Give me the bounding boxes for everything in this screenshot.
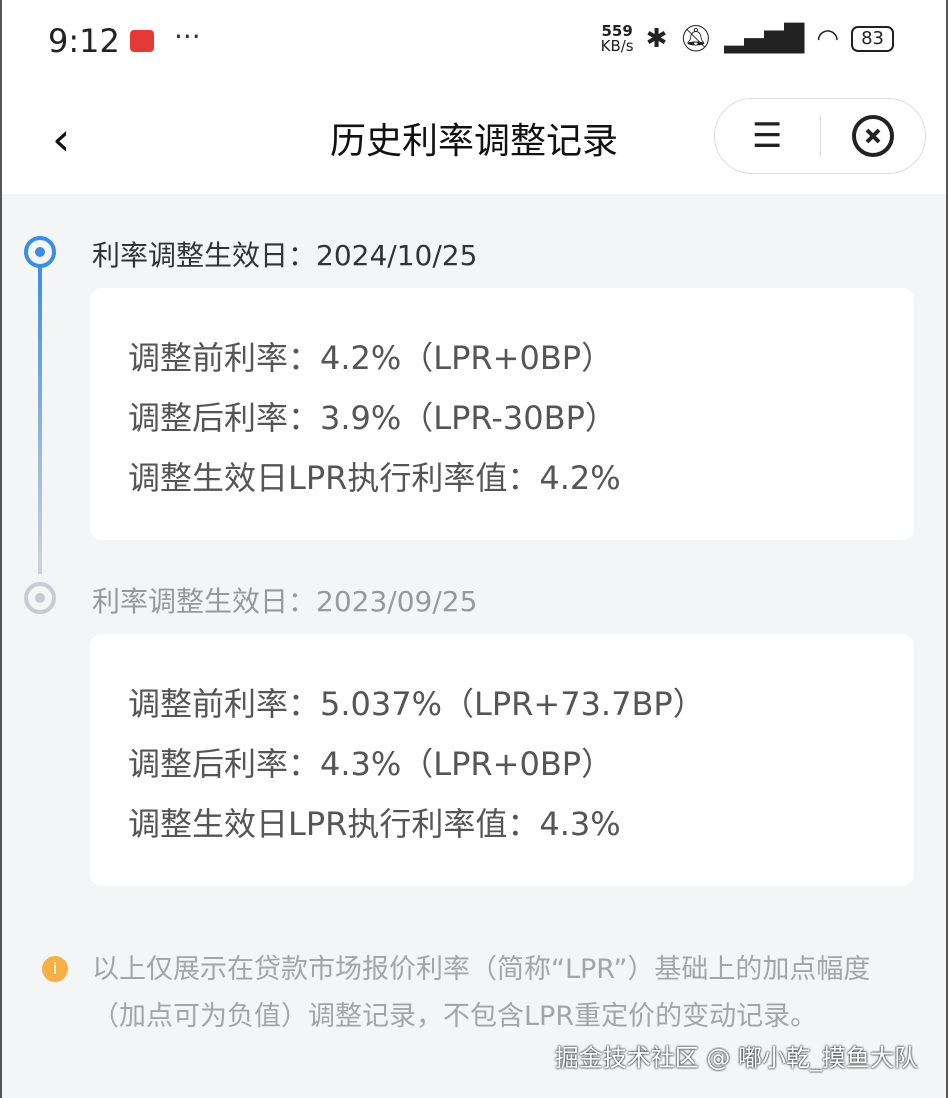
watermark: 掘金技术社区 @ 嘟小乾_摸鱼大队: [554, 1044, 918, 1072]
disclaimer-text: 以上仅展示在贷款市场报价利率（简称“LPR”）基础上的加点幅度（加点可为负值）调…: [92, 954, 871, 1032]
rate-before: 调整前利率：5.037%（LPR+73.7BP）: [128, 685, 705, 723]
rate-after: 调整后利率：4.3%（LPR+0BP）: [128, 745, 614, 783]
menu-button[interactable]: ☰: [752, 116, 783, 156]
record-date: 利率调整生效日：2024/10/25: [92, 239, 478, 272]
network-speed: 559 KB/s: [600, 22, 634, 55]
wifi-icon: ◠: [816, 24, 840, 54]
lpr-rate: 调整生效日LPR执行利率值：4.3%: [128, 805, 621, 843]
signal-icon: ▂▄▆█: [724, 24, 805, 54]
timeline-dot-inactive-icon: [24, 582, 56, 614]
divider: [819, 115, 821, 157]
disclaimer: i 以上仅展示在贷款市场报价利率（简称“LPR”）基础上的加点幅度（加点可为负值…: [42, 946, 922, 1040]
app-notification-icon: [130, 30, 154, 52]
battery-icon: 83: [851, 26, 894, 52]
more-notifications-icon: ···: [174, 20, 201, 53]
info-icon: i: [42, 956, 68, 982]
timeline-line: [38, 264, 42, 574]
clock: 9:12: [48, 22, 120, 60]
back-button[interactable]: ‹: [52, 112, 71, 166]
record-card: 调整前利率：5.037%（LPR+73.7BP） 调整后利率：4.3%（LPR+…: [90, 634, 914, 886]
page-title: 历史利率调整记录: [329, 121, 618, 162]
bluetooth-icon: ✱: [645, 24, 668, 54]
nav-bar: ‹ 历史利率调整记录 ☰: [2, 82, 946, 194]
lpr-rate: 调整生效日LPR执行利率值：4.2%: [128, 459, 621, 497]
mini-program-capsule: ☰: [714, 98, 926, 174]
close-icon: [851, 115, 894, 157]
rate-after: 调整后利率：3.9%（LPR-30BP）: [128, 399, 617, 437]
status-bar: 9:12 ··· 559 KB/s ✱ 🔕︎ ▂▄▆█ ◠ 83: [2, 0, 946, 82]
mute-icon: 🔕︎: [679, 24, 713, 54]
close-button[interactable]: [821, 113, 926, 159]
record-date: 利率调整生效日：2023/09/25: [92, 585, 478, 618]
rate-before: 调整前利率：4.2%（LPR+0BP）: [128, 339, 614, 377]
record-card: 调整前利率：4.2%（LPR+0BP） 调整后利率：3.9%（LPR-30BP）…: [90, 288, 914, 540]
